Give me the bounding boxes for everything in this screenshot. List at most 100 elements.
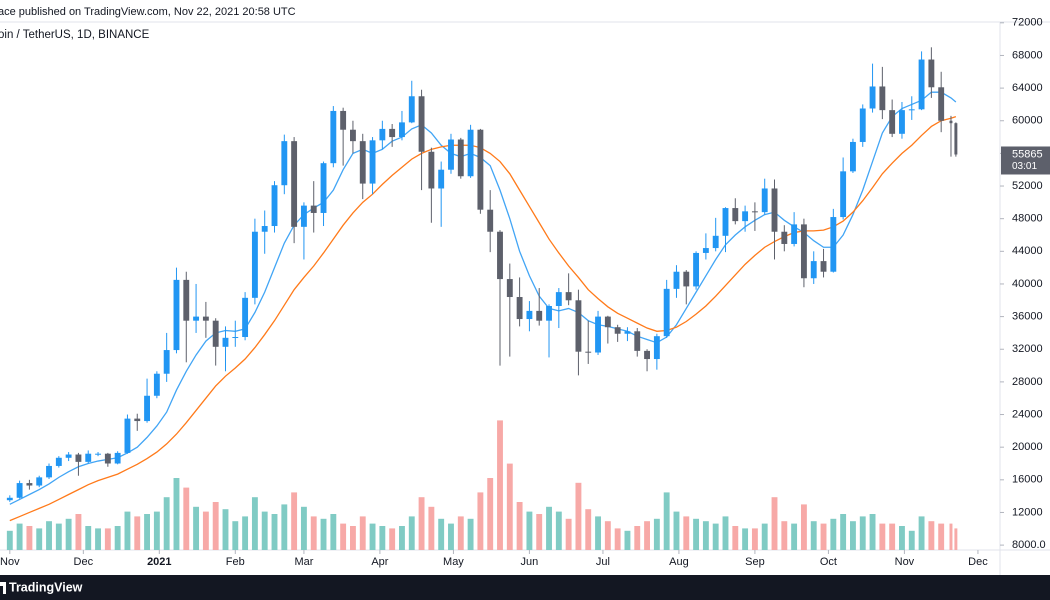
candle-body — [320, 163, 327, 213]
footer-brand[interactable]: TradingView — [9, 580, 83, 594]
volume-bar — [565, 518, 572, 550]
candle-body — [673, 271, 680, 289]
candle-body — [614, 327, 621, 334]
volume-bar — [800, 504, 807, 550]
candle-body — [212, 320, 219, 347]
volume-bar — [16, 523, 23, 550]
candle-body — [634, 331, 641, 351]
candle-body — [949, 120, 953, 124]
volume-bar — [526, 511, 533, 550]
volume-bar — [949, 523, 953, 550]
x-tick-label: Sep — [745, 556, 765, 568]
volume-bar — [889, 523, 896, 550]
candle-body — [144, 395, 150, 422]
volume-bar — [673, 511, 680, 550]
y-tick-label: 48000 — [1012, 213, 1043, 225]
y-tick-label: 44000 — [1012, 245, 1043, 257]
volume-bar — [428, 506, 435, 550]
candle-body — [555, 292, 562, 306]
volume-bar — [85, 526, 92, 550]
candle-body — [742, 211, 749, 222]
y-tick-label: 28000 — [1012, 376, 1043, 388]
candle-body — [418, 96, 425, 152]
candle-body — [438, 169, 445, 189]
candle-body — [595, 316, 601, 353]
candle-body — [575, 300, 582, 352]
candle-body — [820, 261, 827, 272]
candle-body — [173, 279, 180, 351]
volume-bar — [908, 530, 915, 550]
candle-body — [604, 316, 611, 328]
volume-bar — [183, 487, 190, 550]
volume-bar — [879, 523, 886, 550]
candle-body — [36, 477, 43, 486]
candle-body — [6, 497, 13, 501]
candle-body — [565, 292, 572, 301]
candle-body — [732, 208, 739, 222]
volume-bar — [408, 516, 415, 550]
volume-bar — [830, 518, 837, 550]
candle-body — [506, 279, 513, 298]
candle-body — [16, 483, 23, 498]
volume-bar — [732, 526, 739, 550]
candle-body — [232, 337, 239, 339]
footer-bar — [0, 575, 1050, 600]
volume-bar — [742, 528, 749, 550]
volume-bar — [399, 526, 405, 550]
y-tick-label: 52000 — [1012, 180, 1043, 192]
volume-bar — [36, 528, 43, 550]
volume-bar — [55, 523, 62, 550]
candle-body — [467, 129, 474, 177]
candle-body — [359, 141, 366, 184]
x-tick-label: Mar — [294, 556, 313, 568]
candle-body — [585, 351, 592, 353]
candle-body — [26, 483, 33, 486]
volume-bar — [702, 521, 709, 550]
candle-body — [928, 59, 935, 88]
volume-bar — [712, 523, 719, 550]
volume-bar — [954, 528, 958, 550]
volume-bar — [418, 497, 425, 550]
x-tick-label: Jun — [521, 556, 539, 568]
volume-bar — [585, 509, 592, 550]
volume-bar — [575, 482, 582, 550]
candle-body — [340, 110, 347, 130]
y-tick-label: 64000 — [1012, 82, 1043, 94]
volume-bar — [222, 509, 229, 550]
candle-body — [222, 337, 229, 347]
volume-bar — [389, 528, 396, 550]
volume-bar — [624, 530, 631, 550]
candle-body — [251, 231, 258, 298]
candle-body — [242, 297, 249, 338]
candle-body — [791, 224, 798, 244]
volume-bar — [928, 521, 935, 550]
candle-body — [65, 454, 72, 458]
volume-bar — [771, 497, 778, 550]
y-tick-label: 36000 — [1012, 311, 1043, 323]
volume-bar — [810, 521, 817, 550]
volume-bar — [751, 528, 758, 550]
x-tick-label: 2021 — [147, 556, 171, 568]
candle-body — [644, 350, 650, 360]
candle-body — [663, 288, 670, 337]
volume-bar — [918, 516, 925, 550]
volume-bar — [438, 518, 445, 550]
candle-body — [46, 465, 52, 478]
volume-bar — [340, 523, 347, 550]
volume-bar — [457, 516, 464, 550]
volume-bar — [193, 506, 200, 550]
x-tick-label: Nov — [0, 556, 20, 568]
y-tick-label: 24000 — [1012, 408, 1043, 420]
volume-bar — [134, 516, 141, 550]
volume-bar — [320, 518, 327, 550]
candle-body — [202, 316, 209, 321]
volume-bar — [899, 526, 905, 550]
candle-body — [859, 108, 866, 142]
volume-bar — [242, 516, 249, 550]
candle-body — [104, 453, 111, 464]
candle-body — [771, 188, 778, 232]
volume-bar — [487, 478, 494, 550]
volume-bar — [722, 516, 729, 550]
volume-bar — [144, 514, 150, 550]
